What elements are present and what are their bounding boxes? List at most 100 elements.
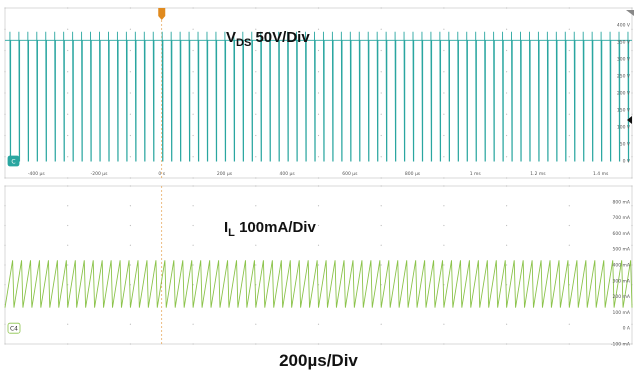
grid-dot (631, 28, 633, 30)
y-tick-label: 600 mA (613, 231, 631, 237)
grid-dot (380, 323, 382, 325)
grid-dot (631, 113, 633, 115)
grid-dot (317, 134, 320, 137)
grid-dot (380, 185, 382, 187)
grid-dot (255, 71, 257, 73)
grid-dot (129, 92, 131, 94)
trigger-marker-icon (158, 8, 166, 16)
grid-dot (4, 156, 6, 158)
vds-label-main: V (226, 29, 236, 46)
grid-dot (631, 205, 633, 207)
grid-dot (317, 205, 320, 207)
grid-dot (4, 343, 6, 345)
grid-dot (192, 264, 194, 266)
grid-dot (631, 7, 633, 9)
grid-dot (568, 28, 570, 30)
grid-dot (192, 323, 194, 325)
grid-dot (67, 205, 69, 207)
y-tick-label: 250 V (617, 74, 631, 80)
grid-dot (129, 323, 131, 325)
grid-dot (568, 7, 570, 9)
grid-dot (506, 134, 508, 137)
waveform-trace (4, 260, 633, 308)
grid-dot (317, 224, 320, 227)
grid-dot (4, 224, 6, 227)
grid-dot (67, 156, 69, 158)
x-tick-label: 1.4 ms (593, 171, 609, 177)
grid-dot (631, 156, 633, 158)
grid-dot (67, 49, 69, 52)
grid-dot (317, 7, 320, 9)
grid-dot (317, 264, 320, 266)
grid-dot (67, 264, 69, 266)
y-tick-label: 50 V (620, 142, 631, 148)
grid-dot (568, 224, 570, 227)
x-tick-label: 200 µs (217, 171, 233, 177)
grid-dot (380, 92, 382, 94)
grid-dot (255, 113, 257, 115)
grid-dot (317, 343, 320, 345)
grid-dot (568, 205, 570, 207)
grid-dot (67, 28, 69, 30)
il-label-rest: 100mA/Div (235, 219, 317, 236)
grid-dot (631, 224, 633, 227)
grid-dot (129, 156, 131, 158)
grid-dot (255, 185, 257, 187)
grid-dot (631, 264, 633, 266)
grid-dot (443, 92, 445, 94)
grid-dot (129, 28, 131, 30)
grid-dot (631, 49, 633, 52)
grid-dot (192, 49, 194, 52)
grid-dot (4, 71, 6, 73)
grid-dot (255, 323, 257, 325)
grid-dot (506, 28, 508, 30)
grid-dot (443, 28, 445, 30)
grid-dot (255, 28, 257, 30)
grid-dot (568, 134, 570, 137)
grid-dot (4, 28, 6, 30)
grid-dot (317, 177, 320, 179)
grid-dot (380, 244, 382, 246)
vds-label-rest: 50V/Div (251, 29, 310, 46)
grid-dot (192, 7, 194, 9)
grid-dot (129, 224, 131, 227)
grid-dot (67, 113, 69, 115)
grid-dot (129, 71, 131, 73)
grid-dot (255, 205, 257, 207)
grid-dot (380, 224, 382, 227)
il-label-sub: L (228, 227, 235, 239)
corner-marker-icon (626, 10, 634, 16)
grid-dot (317, 49, 320, 52)
waveform-trace (5, 31, 632, 162)
x-tick-label: 400 µs (280, 171, 296, 177)
trigger-arrow-icon (158, 16, 166, 20)
grid-dot (631, 177, 633, 179)
grid-dot (631, 71, 633, 73)
grid-dot (506, 156, 508, 158)
grid-dot (129, 244, 131, 246)
grid-dot (4, 92, 6, 94)
grid-dot (129, 343, 131, 345)
grid-dot (255, 264, 257, 266)
grid-dot (255, 7, 257, 9)
grid-dot (192, 224, 194, 227)
y-tick-label: 200 V (617, 91, 631, 97)
grid-dot (129, 134, 131, 137)
grid-dot (67, 244, 69, 246)
grid-dot (443, 244, 445, 246)
grid-dot (631, 323, 633, 325)
grid-dot (380, 156, 382, 158)
grid-dot (443, 323, 445, 325)
grid-dot (317, 244, 320, 246)
grid-dot (255, 49, 257, 52)
grid-dot (506, 224, 508, 227)
grid-dot (506, 7, 508, 9)
grid-dot (443, 185, 445, 187)
y-tick-label: 0 V (623, 159, 631, 165)
grid-dot (380, 264, 382, 266)
grid-dot (380, 343, 382, 345)
grid-dot (67, 92, 69, 94)
grid-dot (568, 177, 570, 179)
grid-dot (380, 7, 382, 9)
y-tick-label: -100 mA (611, 342, 631, 348)
